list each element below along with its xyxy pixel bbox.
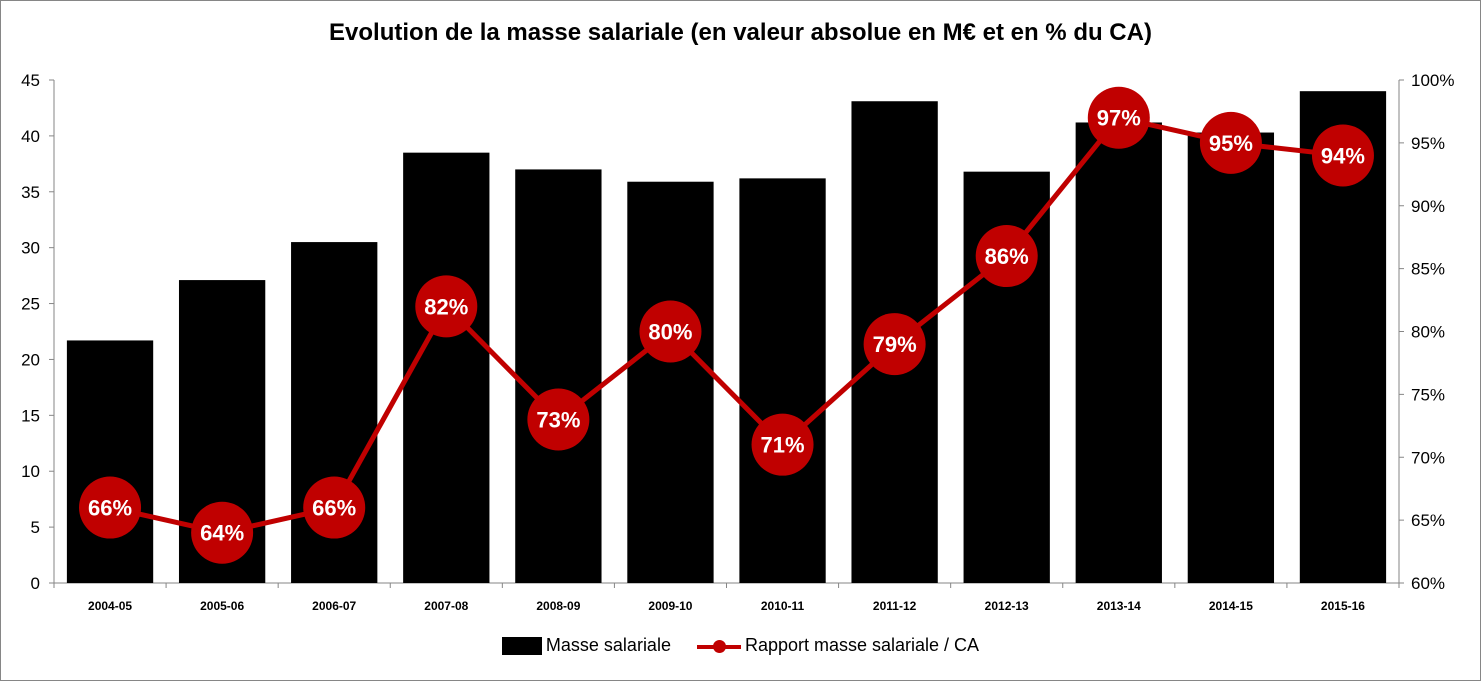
ratio-data-label: 97% (1097, 106, 1141, 131)
ratio-point (975, 225, 1038, 288)
left-tick-label: 30 (21, 239, 40, 258)
right-tick-label: 90% (1411, 197, 1445, 216)
ratio-point (191, 501, 254, 564)
right-tick-label: 75% (1411, 385, 1445, 404)
x-tick-label: 2011-12 (873, 599, 917, 613)
legend-item-masse-salariale: Masse salariale (501, 635, 671, 656)
left-tick-label: 35 (21, 183, 40, 202)
right-tick-label: 70% (1411, 448, 1445, 467)
right-tick-label: 65% (1411, 511, 1445, 530)
left-tick-label: 5 (31, 518, 40, 537)
legend-line-swatch (696, 637, 741, 655)
ratio-data-label: 86% (985, 244, 1029, 269)
right-tick-label: 100% (1411, 71, 1454, 90)
ratio-line: 66% 64% 66% 82% 73% 80% 71% 79% 86% 97% 95% 94% (79, 86, 1374, 564)
right-tick-label: 95% (1411, 134, 1445, 153)
left-tick-label: 40 (21, 127, 40, 146)
ratio-point (527, 388, 590, 451)
left-tick-label: 15 (21, 406, 40, 425)
ratio-point (863, 313, 926, 376)
tick-labels: 0 5 10 15 20 25 30 35 40 45 60% 65% 70% 75% 80% 85% 90% 9… (21, 71, 1454, 613)
ratio-data-label: 79% (873, 332, 917, 357)
ratio-point (751, 413, 814, 476)
ratio-point (1311, 124, 1374, 187)
bar (739, 178, 826, 583)
ratio-data-label: 95% (1209, 131, 1253, 156)
axes (49, 79, 1404, 588)
x-tick-label: 2007-08 (424, 599, 468, 613)
ratio-data-label: 64% (200, 521, 244, 546)
x-tick-label: 2010-11 (761, 599, 805, 613)
x-tick-label: 2004-05 (88, 599, 132, 613)
x-tick-label: 2013-14 (1097, 599, 1141, 613)
left-tick-label: 10 (21, 462, 40, 481)
x-tick-label: 2008-09 (536, 599, 580, 613)
bar (403, 152, 490, 583)
legend-bar-swatch (501, 636, 542, 655)
ratio-data-label: 82% (424, 294, 468, 319)
right-tick-label: 80% (1411, 323, 1445, 342)
x-tick-label: 2015-16 (1321, 599, 1365, 613)
left-tick-label: 25 (21, 295, 40, 314)
right-tick-label: 60% (1411, 574, 1445, 593)
ratio-point (415, 275, 478, 338)
bar (66, 340, 154, 583)
legend-label-masse-salariale: Masse salariale (545, 635, 671, 655)
x-tick-label: 2006-07 (312, 599, 356, 613)
ratio-data-label: 73% (536, 408, 580, 433)
bar (515, 169, 602, 583)
x-tick-label: 2009-10 (648, 599, 692, 613)
legend-label-rapport: Rapport masse salariale / CA (744, 635, 980, 655)
left-tick-label: 20 (21, 350, 40, 369)
legend: Masse salariale Rapport masse salariale … (1, 635, 1480, 656)
x-tick-label: 2005-06 (200, 599, 244, 613)
ratio-point (1087, 86, 1150, 149)
ratio-data-label: 71% (761, 433, 805, 458)
bar (627, 181, 714, 583)
x-tick-label: 2012-13 (985, 599, 1029, 613)
ratio-point (1199, 111, 1262, 174)
left-tick-label: 0 (31, 574, 40, 593)
ratio-data-label: 80% (648, 320, 692, 345)
ratio-data-label: 66% (312, 496, 356, 521)
bar (1187, 132, 1275, 583)
ratio-point (303, 476, 366, 539)
legend-item-rapport: Rapport masse salariale / CA (696, 635, 980, 656)
right-tick-label: 85% (1411, 260, 1445, 279)
bars (66, 91, 1387, 584)
x-tick-label: 2014-15 (1209, 599, 1253, 613)
ratio-point (639, 300, 702, 363)
bar (1075, 122, 1162, 583)
chart-title: Evolution de la masse salariale (en vale… (329, 19, 1152, 46)
ratio-data-label: 94% (1321, 143, 1365, 168)
left-tick-label: 45 (21, 71, 40, 90)
ratio-data-label: 66% (88, 496, 132, 521)
ratio-point (79, 476, 142, 539)
